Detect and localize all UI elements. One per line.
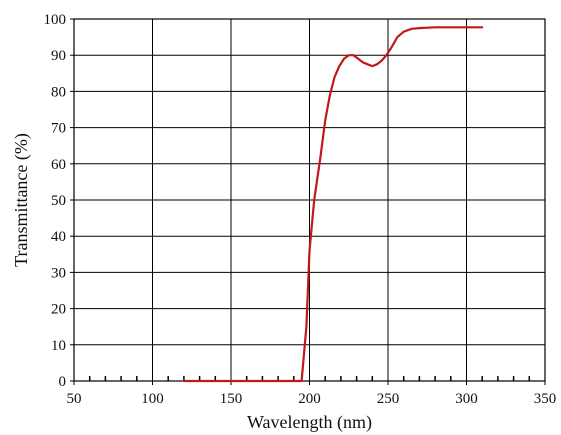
series-layer — [182, 26, 484, 383]
y-tick-label-7: 70 — [51, 121, 66, 137]
y-tick-label-1: 10 — [51, 338, 66, 354]
plot-frame — [73, 18, 546, 382]
y-tick-label-8: 80 — [51, 84, 66, 100]
y-tick-label-6: 60 — [51, 157, 66, 173]
x-tick-label-6: 350 — [534, 391, 557, 407]
y-tick-label-4: 40 — [51, 229, 66, 245]
y-tick-label-9: 90 — [51, 48, 66, 64]
y-tick-label-0: 0 — [59, 374, 67, 390]
x-tick-label-4: 250 — [377, 391, 400, 407]
y-tick-label-3: 30 — [51, 265, 66, 281]
x-tick-label-1: 100 — [141, 391, 164, 407]
x-tick-label-0: 50 — [67, 391, 82, 407]
x-axis-title: Wavelength (nm) — [247, 412, 372, 433]
y-tick-label-10: 100 — [44, 12, 67, 28]
transmittance-curve-0 — [182, 26, 484, 383]
y-tick-label-2: 20 — [51, 302, 66, 318]
x-tick-label-5: 300 — [455, 391, 478, 407]
y-axis-title: Transmittance (%) — [11, 133, 32, 267]
x-tick-label-3: 200 — [298, 391, 321, 407]
x-tick-label-2: 150 — [220, 391, 243, 407]
grid — [74, 19, 545, 381]
tick-labels: 50 100 150 200 250 300 350 0 10 20 30 40 50 60 70 80 90 1… — [44, 12, 557, 407]
y-tick-label-5: 50 — [51, 193, 66, 209]
tick-marks — [70, 18, 546, 385]
